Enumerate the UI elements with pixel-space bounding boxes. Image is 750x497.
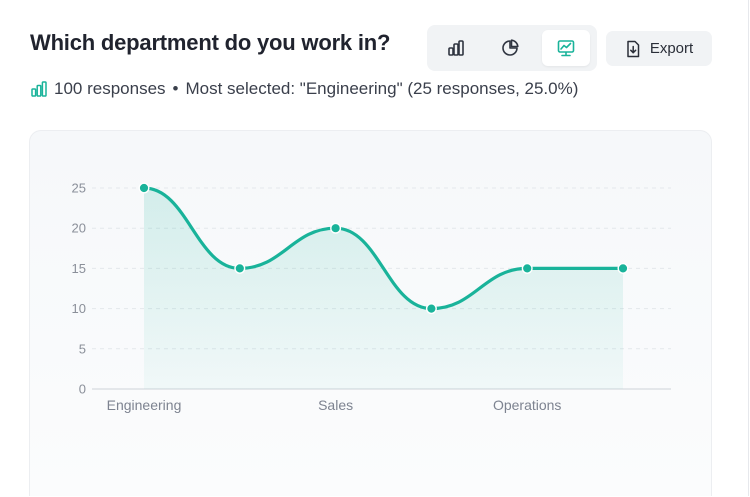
pie-chart-icon bbox=[502, 39, 519, 56]
export-label: Export bbox=[649, 40, 694, 57]
response-summary: 100 responses • Most selected: "Engineer… bbox=[30, 78, 578, 100]
x-tick-label: Engineering bbox=[107, 397, 182, 413]
most-selected-text: Most selected: "Engineering" (25 respons… bbox=[185, 79, 579, 98]
x-tick-label: Sales bbox=[318, 397, 353, 413]
summary-separator: • bbox=[172, 79, 179, 98]
bar-chart-icon bbox=[31, 81, 47, 97]
line-chart-view-button[interactable] bbox=[542, 30, 590, 66]
data-point bbox=[425, 303, 437, 315]
series-area bbox=[144, 188, 623, 389]
bar-chart-view-button[interactable] bbox=[432, 30, 480, 66]
export-button[interactable]: Export bbox=[606, 31, 712, 66]
download-file-icon bbox=[627, 40, 640, 57]
bar-chart-icon bbox=[448, 40, 464, 56]
y-tick-label: 25 bbox=[72, 181, 86, 196]
line-chart-icon bbox=[557, 40, 575, 57]
data-point bbox=[234, 262, 246, 274]
data-point bbox=[521, 262, 533, 274]
line-area-chart: 0 5 10 15 20 25 Engineering Sales Operations bbox=[72, 181, 671, 413]
x-tick-label: Operations bbox=[493, 397, 561, 413]
chart-type-toggle bbox=[427, 25, 597, 71]
y-tick-label: 5 bbox=[79, 341, 86, 356]
y-tick-label: 15 bbox=[72, 261, 86, 276]
chart-panel: 0 5 10 15 20 25 Engineering Sales Operations bbox=[29, 130, 712, 496]
y-tick-label: 0 bbox=[79, 382, 86, 397]
question-title: Which department do you work in? bbox=[30, 30, 391, 55]
data-point bbox=[138, 182, 150, 194]
y-tick-label: 10 bbox=[72, 301, 86, 316]
data-point bbox=[617, 262, 629, 274]
data-point bbox=[330, 222, 342, 234]
response-count: 100 responses bbox=[54, 79, 166, 98]
pie-chart-view-button[interactable] bbox=[486, 30, 534, 66]
y-tick-label: 20 bbox=[72, 221, 86, 236]
